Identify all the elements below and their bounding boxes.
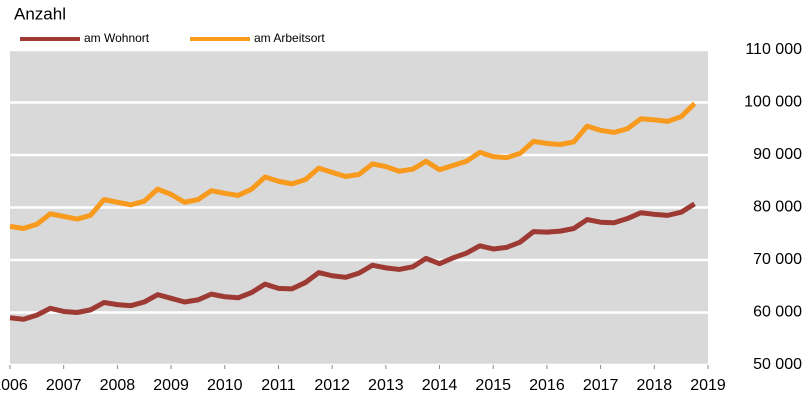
y-tick-label: 80 000 [753,199,802,216]
y-tick-label: 110 000 [745,41,802,58]
y-tick-label: 60 000 [753,304,802,321]
y-tick-label: 100 000 [744,94,802,111]
x-tick-label: 2013 [368,377,404,394]
line-series [9,201,696,322]
x-tick-label: 2006 [0,377,28,394]
legend-label: am Wohnort [84,31,150,45]
x-tick-label: 2007 [46,377,82,394]
x-tick-label: 2012 [314,377,350,394]
x-tick-label: 2017 [583,377,619,394]
x-tick-label: 2011 [261,377,296,394]
y-tick-label: 50 000 [753,356,802,373]
x-tick-label: 2009 [153,377,189,394]
y-tick-label: 90 000 [753,146,802,163]
y-axis-label: Anzahl [14,4,66,23]
legend-label: am Arbeitsort [254,31,325,45]
x-tick-label: 2019 [690,377,726,394]
x-tick-label: 2014 [422,377,458,394]
x-tick-label: 2010 [207,377,243,394]
y-tick-label: 70 000 [753,251,802,268]
line-series [9,101,697,231]
x-tick-label: 2018 [637,377,673,394]
x-tick-label: 2015 [475,377,511,394]
x-tick-label: 2008 [100,377,136,394]
x-tick-label: 2016 [529,377,565,394]
